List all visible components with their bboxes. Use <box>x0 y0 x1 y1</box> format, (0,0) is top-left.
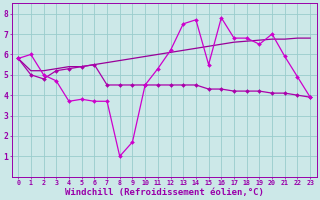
X-axis label: Windchill (Refroidissement éolien,°C): Windchill (Refroidissement éolien,°C) <box>65 188 264 197</box>
